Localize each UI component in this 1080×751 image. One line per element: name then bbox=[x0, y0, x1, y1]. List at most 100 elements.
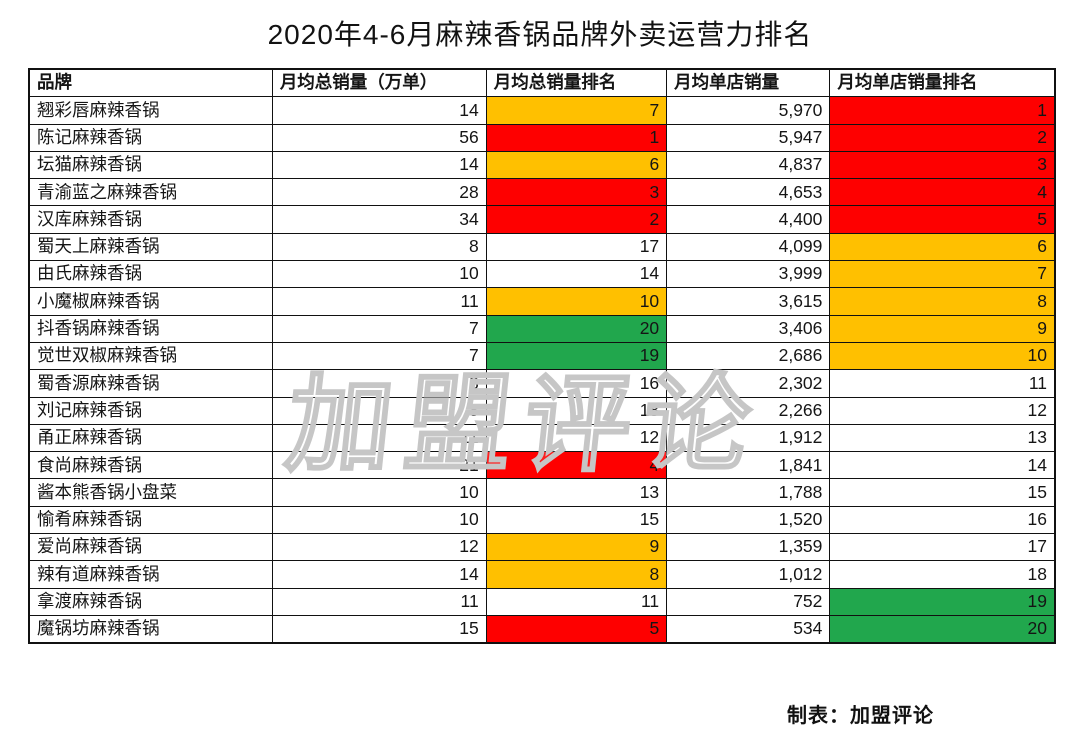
store-rank-cell: 19 bbox=[829, 587, 1056, 616]
total-rank-cell: 1 bbox=[485, 123, 668, 152]
total-rank-cell: 19 bbox=[485, 341, 668, 371]
brand-cell: 由氏麻辣香锅 bbox=[28, 260, 273, 289]
store-rank-cell: 9 bbox=[829, 314, 1056, 343]
store-rank-cell: 18 bbox=[829, 560, 1056, 589]
store-sales-cell: 3,406 bbox=[666, 314, 831, 343]
total-sales-cell: 14 bbox=[271, 96, 487, 125]
brand-cell: 蜀香源麻辣香锅 bbox=[28, 369, 273, 398]
table-row: 翘彩唇麻辣香锅 14 7 5,970 1 bbox=[28, 96, 1056, 125]
brand-cell: 辣有道麻辣香锅 bbox=[28, 560, 273, 589]
total-sales-cell: 10 bbox=[271, 505, 487, 535]
total-sales-cell: 11 bbox=[271, 587, 487, 616]
table-row: 觉世双椒麻辣香锅 7 19 2,686 10 bbox=[28, 341, 1056, 371]
column-header-total-sales: 月均总销量（万单） bbox=[271, 68, 487, 98]
total-rank-cell: 7 bbox=[485, 96, 668, 125]
store-sales-cell: 1,520 bbox=[666, 505, 831, 535]
store-sales-cell: 3,615 bbox=[666, 287, 831, 316]
total-rank-cell: 11 bbox=[485, 587, 668, 616]
store-sales-cell: 1,359 bbox=[666, 533, 831, 562]
store-sales-cell: 4,099 bbox=[666, 232, 831, 262]
total-rank-cell: 8 bbox=[485, 560, 668, 589]
brand-cell: 甬正麻辣香锅 bbox=[28, 423, 273, 453]
store-sales-cell: 5,947 bbox=[666, 123, 831, 152]
total-rank-cell: 14 bbox=[485, 260, 668, 289]
store-sales-cell: 1,912 bbox=[666, 423, 831, 453]
total-sales-cell: 14 bbox=[271, 150, 487, 180]
column-header-store-rank: 月均单店销量排名 bbox=[829, 68, 1056, 98]
table-row: 刘记麻辣香锅 8 18 2,266 12 bbox=[28, 396, 1056, 425]
store-sales-cell: 2,302 bbox=[666, 369, 831, 398]
total-rank-cell: 6 bbox=[485, 150, 668, 180]
column-header-total-rank: 月均总销量排名 bbox=[485, 68, 668, 98]
store-rank-cell: 20 bbox=[829, 614, 1056, 644]
store-rank-cell: 1 bbox=[829, 96, 1056, 125]
brand-cell: 食尚麻辣香锅 bbox=[28, 451, 273, 480]
total-rank-cell: 16 bbox=[485, 369, 668, 398]
total-sales-cell: 7 bbox=[271, 314, 487, 343]
store-rank-cell: 6 bbox=[829, 232, 1056, 262]
store-rank-cell: 15 bbox=[829, 478, 1056, 507]
store-rank-cell: 4 bbox=[829, 178, 1056, 207]
store-sales-cell: 1,841 bbox=[666, 451, 831, 480]
table-row: 陈记麻辣香锅 56 1 5,947 2 bbox=[28, 123, 1056, 152]
store-sales-cell: 4,400 bbox=[666, 205, 831, 234]
brand-cell: 汉库麻辣香锅 bbox=[28, 205, 273, 234]
total-sales-cell: 12 bbox=[271, 533, 487, 562]
brand-cell: 愉肴麻辣香锅 bbox=[28, 505, 273, 535]
total-rank-cell: 12 bbox=[485, 423, 668, 453]
brand-cell: 小魔椒麻辣香锅 bbox=[28, 287, 273, 316]
total-sales-cell: 14 bbox=[271, 560, 487, 589]
store-sales-cell: 752 bbox=[666, 587, 831, 616]
column-header-store-sales: 月均单店销量 bbox=[666, 68, 831, 98]
total-rank-cell: 10 bbox=[485, 287, 668, 316]
column-header-brand: 品牌 bbox=[28, 68, 273, 98]
total-rank-cell: 9 bbox=[485, 533, 668, 562]
table-row: 拿渡麻辣香锅 11 11 752 19 bbox=[28, 587, 1056, 616]
brand-cell: 酱本熊香锅小盘菜 bbox=[28, 478, 273, 507]
table-row: 青渝蓝之麻辣香锅 28 3 4,653 4 bbox=[28, 178, 1056, 207]
brand-cell: 觉世双椒麻辣香锅 bbox=[28, 341, 273, 371]
table-header-row: 品牌 月均总销量（万单） 月均总销量排名 月均单店销量 月均单店销量排名 bbox=[28, 68, 1056, 98]
store-rank-cell: 11 bbox=[829, 369, 1056, 398]
store-rank-cell: 17 bbox=[829, 533, 1056, 562]
table-row: 小魔椒麻辣香锅 11 10 3,615 8 bbox=[28, 287, 1056, 316]
total-rank-cell: 5 bbox=[485, 614, 668, 644]
table-row: 食尚麻辣香锅 21 4 1,841 14 bbox=[28, 451, 1056, 480]
brand-cell: 魔锅坊麻辣香锅 bbox=[28, 614, 273, 644]
table-row: 抖香锅麻辣香锅 7 20 3,406 9 bbox=[28, 314, 1056, 343]
store-sales-cell: 4,653 bbox=[666, 178, 831, 207]
total-sales-cell: 21 bbox=[271, 451, 487, 480]
brand-cell: 拿渡麻辣香锅 bbox=[28, 587, 273, 616]
total-sales-cell: 11 bbox=[271, 423, 487, 453]
store-sales-cell: 4,837 bbox=[666, 150, 831, 180]
total-sales-cell: 8 bbox=[271, 232, 487, 262]
brand-cell: 抖香锅麻辣香锅 bbox=[28, 314, 273, 343]
total-rank-cell: 13 bbox=[485, 478, 668, 507]
header-row: 品牌 月均总销量（万单） 月均总销量排名 月均单店销量 月均单店销量排名 bbox=[28, 68, 1056, 98]
total-rank-cell: 15 bbox=[485, 505, 668, 535]
store-rank-cell: 10 bbox=[829, 341, 1056, 371]
total-sales-cell: 28 bbox=[271, 178, 487, 207]
store-rank-cell: 5 bbox=[829, 205, 1056, 234]
store-rank-cell: 2 bbox=[829, 123, 1056, 152]
brand-cell: 坛猫麻辣香锅 bbox=[28, 150, 273, 180]
store-rank-cell: 16 bbox=[829, 505, 1056, 535]
brand-cell: 刘记麻辣香锅 bbox=[28, 396, 273, 425]
table-body: 翘彩唇麻辣香锅 14 7 5,970 1 陈记麻辣香锅 56 1 5,947 2 坛猫麻辣香锅 14 6… bbox=[28, 96, 1056, 644]
table-row: 汉库麻辣香锅 34 2 4,400 5 bbox=[28, 205, 1056, 234]
total-sales-cell: 10 bbox=[271, 478, 487, 507]
store-rank-cell: 13 bbox=[829, 423, 1056, 453]
table-row: 坛猫麻辣香锅 14 6 4,837 3 bbox=[28, 150, 1056, 180]
store-rank-cell: 3 bbox=[829, 150, 1056, 180]
total-rank-cell: 2 bbox=[485, 205, 668, 234]
page-title: 2020年4-6月麻辣香锅品牌外卖运营力排名 bbox=[267, 19, 813, 50]
total-sales-cell: 10 bbox=[271, 260, 487, 289]
store-sales-cell: 534 bbox=[666, 614, 831, 644]
total-sales-cell: 8 bbox=[271, 369, 487, 398]
store-sales-cell: 2,686 bbox=[666, 341, 831, 371]
brand-cell: 陈记麻辣香锅 bbox=[28, 123, 273, 152]
total-rank-cell: 17 bbox=[485, 232, 668, 262]
store-rank-cell: 12 bbox=[829, 396, 1056, 425]
brand-cell: 翘彩唇麻辣香锅 bbox=[28, 96, 273, 125]
total-sales-cell: 56 bbox=[271, 123, 487, 152]
